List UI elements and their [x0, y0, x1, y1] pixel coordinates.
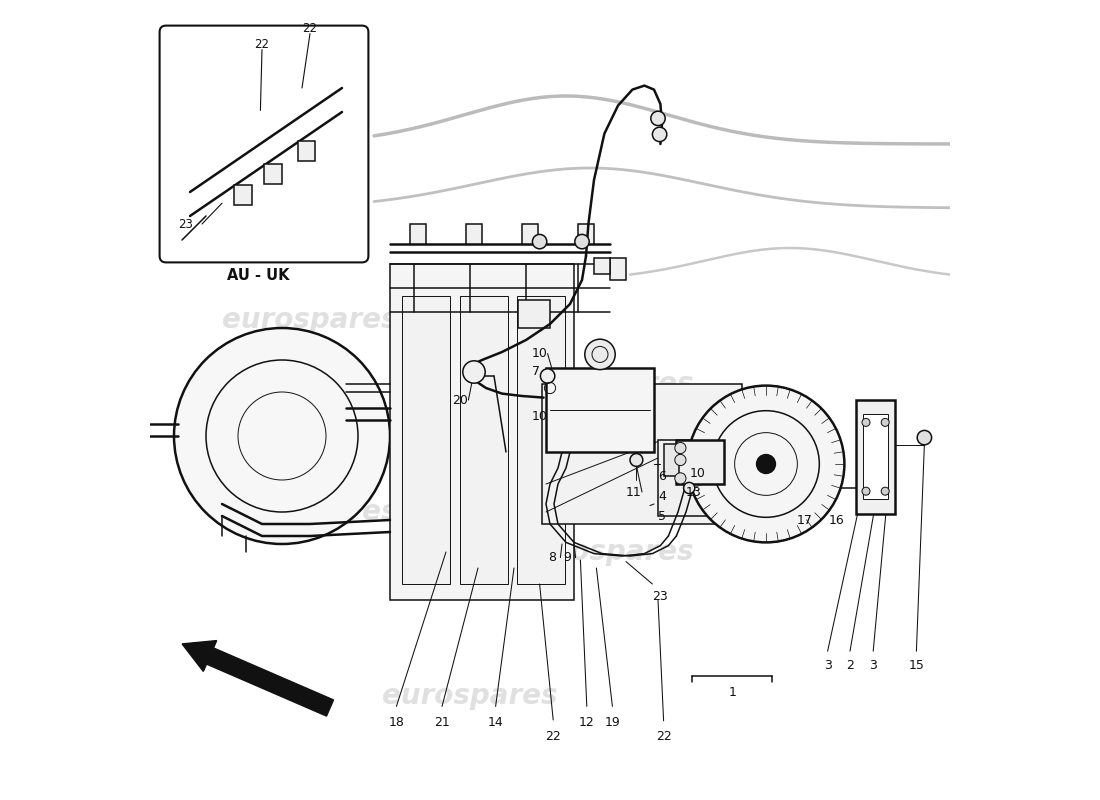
Bar: [594, 258, 610, 274]
Text: AU - UK: AU - UK: [227, 269, 289, 283]
Text: 20: 20: [452, 394, 469, 406]
Circle shape: [862, 418, 870, 426]
Circle shape: [674, 442, 686, 454]
Bar: [298, 141, 316, 161]
Text: eurospares: eurospares: [222, 498, 398, 526]
Bar: [466, 224, 482, 244]
FancyArrow shape: [183, 641, 333, 716]
Circle shape: [540, 369, 554, 383]
Circle shape: [917, 430, 932, 445]
Circle shape: [683, 482, 695, 494]
Circle shape: [651, 111, 666, 126]
Text: 10: 10: [531, 410, 548, 422]
Circle shape: [688, 386, 845, 542]
Text: 21: 21: [434, 716, 450, 729]
Text: 2: 2: [846, 659, 854, 672]
Text: eurospares: eurospares: [518, 538, 694, 566]
Circle shape: [575, 234, 590, 249]
Text: 17: 17: [796, 514, 812, 526]
Bar: [517, 296, 565, 584]
Text: 15: 15: [909, 659, 924, 672]
Bar: [234, 185, 252, 205]
Bar: [664, 444, 679, 476]
Bar: [518, 300, 550, 328]
Circle shape: [630, 454, 642, 466]
Text: 23: 23: [652, 590, 669, 602]
Text: 4: 4: [658, 490, 666, 502]
Circle shape: [674, 454, 686, 466]
Circle shape: [881, 418, 889, 426]
Bar: [676, 440, 725, 484]
Text: 3: 3: [869, 659, 877, 672]
Circle shape: [463, 361, 485, 383]
Bar: [390, 264, 574, 600]
Text: eurospares: eurospares: [518, 370, 694, 398]
Text: 14: 14: [487, 716, 504, 729]
Text: eurospares: eurospares: [383, 682, 558, 710]
Bar: [410, 224, 426, 244]
Bar: [542, 384, 742, 524]
Circle shape: [862, 487, 870, 495]
Text: 9: 9: [563, 551, 572, 564]
Text: 16: 16: [828, 514, 845, 526]
Text: 13: 13: [686, 486, 702, 498]
FancyBboxPatch shape: [160, 26, 368, 262]
Circle shape: [532, 234, 547, 249]
Bar: [658, 440, 754, 516]
Bar: [578, 224, 594, 244]
Text: eurospares: eurospares: [222, 306, 398, 334]
Circle shape: [174, 328, 390, 544]
Text: 1: 1: [728, 686, 736, 698]
Text: 18: 18: [388, 716, 405, 729]
Circle shape: [757, 454, 776, 474]
Text: 22: 22: [656, 730, 671, 743]
Bar: [522, 224, 538, 244]
Text: 8: 8: [549, 551, 557, 564]
Bar: [460, 296, 507, 584]
Text: 7: 7: [531, 365, 540, 378]
Bar: [264, 164, 282, 184]
Text: 10: 10: [690, 467, 706, 480]
Bar: [610, 258, 626, 280]
Circle shape: [674, 473, 686, 484]
Bar: [402, 296, 450, 584]
Text: 11: 11: [626, 486, 642, 498]
Text: 23: 23: [178, 218, 194, 230]
Circle shape: [881, 487, 889, 495]
Text: 3: 3: [824, 659, 832, 672]
Text: 22: 22: [546, 730, 561, 742]
Text: 19: 19: [605, 716, 620, 729]
Text: 10: 10: [531, 347, 548, 360]
Bar: [857, 400, 894, 514]
Text: 6: 6: [658, 470, 666, 482]
Text: 22: 22: [302, 22, 318, 34]
Text: 12: 12: [579, 716, 595, 729]
Text: 5: 5: [658, 510, 666, 522]
Circle shape: [652, 127, 667, 142]
Bar: [862, 414, 889, 499]
Circle shape: [585, 339, 615, 370]
Text: 22: 22: [254, 38, 270, 50]
Bar: [546, 368, 654, 452]
